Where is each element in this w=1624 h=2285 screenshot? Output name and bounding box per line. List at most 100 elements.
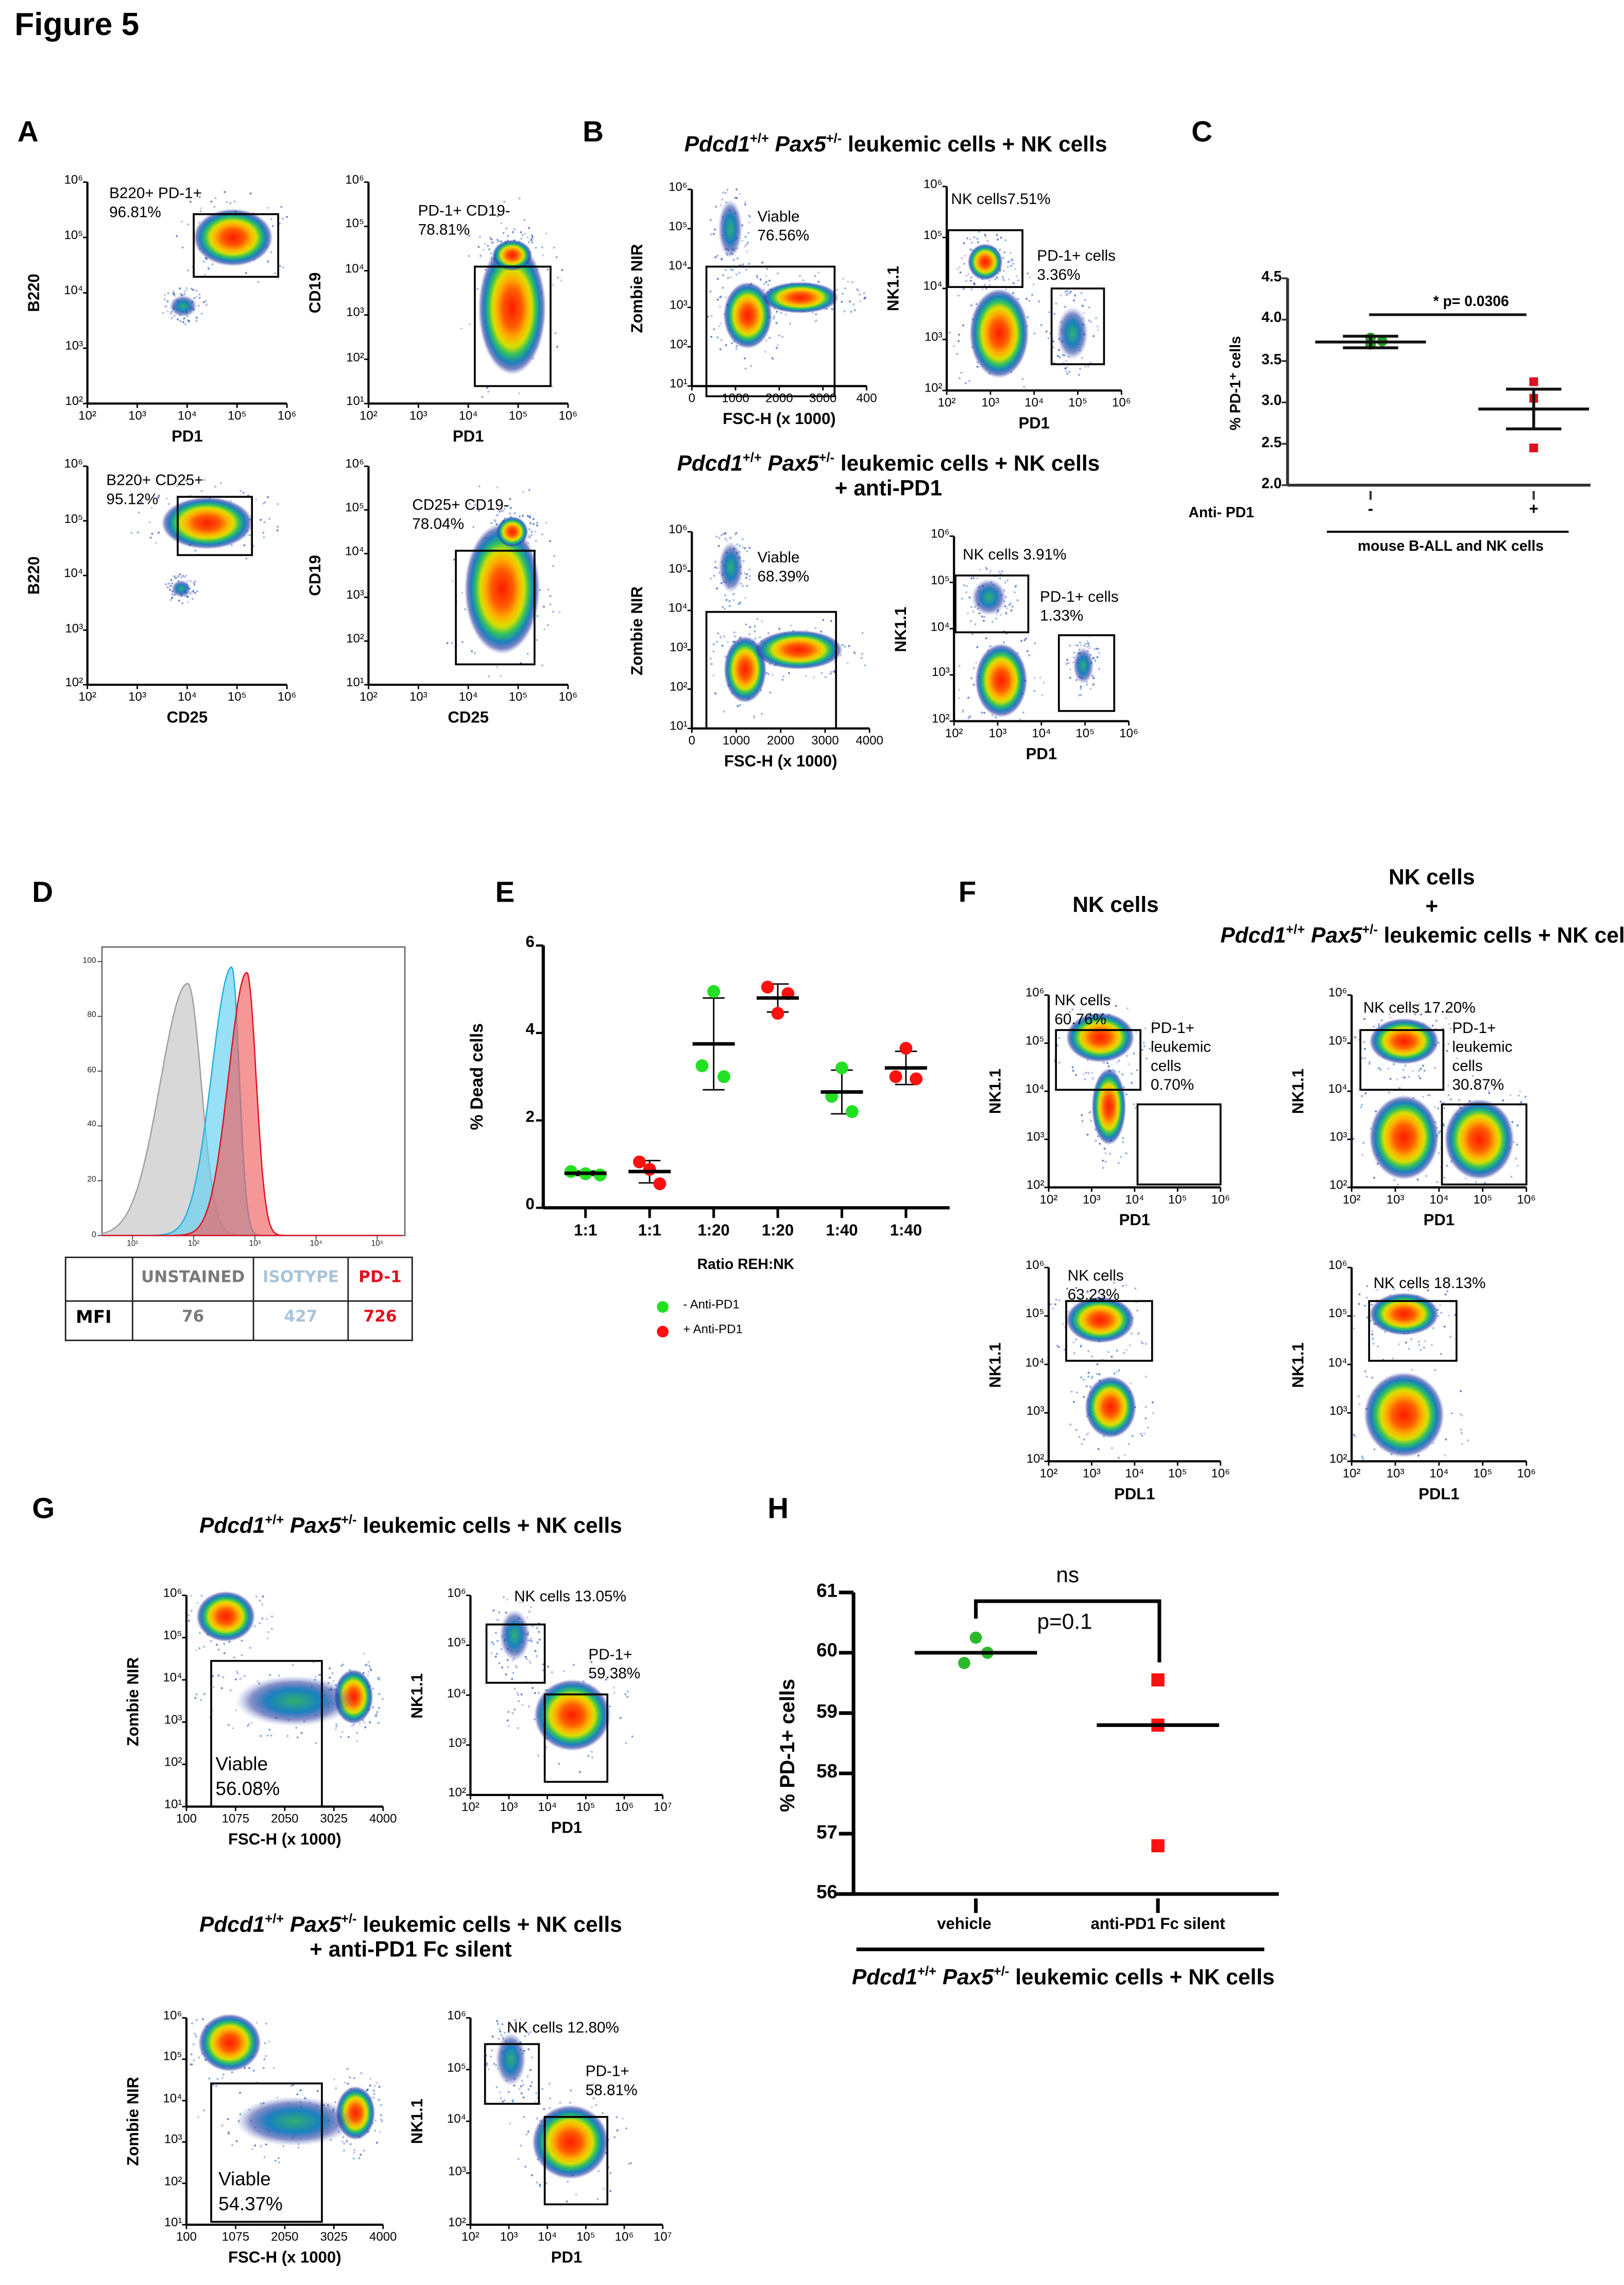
- event-dot: [1440, 1312, 1443, 1314]
- event-dot: [559, 2102, 561, 2104]
- event-dot: [968, 380, 971, 382]
- event-dot: [1016, 599, 1019, 602]
- event-dot: [266, 1637, 269, 1639]
- event-dot: [776, 347, 778, 349]
- event-dot: [1066, 658, 1069, 661]
- event-dot: [503, 2032, 506, 2034]
- event-dot: [278, 2161, 280, 2164]
- event-dot: [710, 663, 713, 665]
- event-dot: [332, 1680, 335, 1682]
- event-dot: [508, 2025, 511, 2027]
- x-tick-label: 10²: [937, 395, 956, 410]
- event-dot: [487, 245, 489, 247]
- event-dot: [1097, 329, 1100, 331]
- y-tick-label: 10²: [669, 336, 688, 351]
- event-dot: [587, 1755, 590, 1757]
- event-dot: [972, 282, 975, 285]
- event-dot: [1002, 279, 1005, 281]
- gate-label: cells: [1452, 1057, 1483, 1075]
- event-dot: [745, 623, 747, 625]
- event-dot: [1449, 1027, 1452, 1030]
- event-dot: [356, 1732, 358, 1734]
- event-dot: [514, 1687, 516, 1690]
- event-dot: [511, 230, 514, 233]
- event-dot: [266, 1618, 268, 1620]
- event-dot: [334, 2101, 336, 2103]
- event-dot: [270, 1628, 273, 1630]
- event-dot: [1121, 1073, 1124, 1076]
- event-dot: [506, 1719, 509, 1722]
- y-tick-label: 10²: [65, 674, 83, 689]
- y-tick-label: 10²: [1026, 1177, 1045, 1192]
- y-tick-label: 10⁵: [64, 511, 83, 526]
- event-dot: [181, 576, 183, 579]
- event-dot: [1447, 1085, 1449, 1087]
- event-dot: [529, 1662, 532, 1664]
- event-dot: [231, 2071, 233, 2074]
- event-dot: [226, 201, 228, 204]
- event-dot: [1147, 1426, 1150, 1429]
- event-dot: [744, 200, 747, 203]
- event-dot: [1125, 1348, 1128, 1351]
- event-dot: [231, 2144, 234, 2146]
- event-dot: [486, 386, 488, 389]
- data-point: [910, 1072, 923, 1086]
- event-dot: [1080, 685, 1082, 688]
- event-dot: [185, 287, 187, 290]
- event-dot: [723, 710, 725, 713]
- event-dot: [212, 1675, 214, 1678]
- y-tick-label: 56: [816, 1881, 837, 1903]
- event-dot: [1444, 1454, 1446, 1457]
- event-dot: [851, 281, 853, 284]
- density-population: [235, 1675, 354, 1727]
- event-dot: [860, 657, 863, 659]
- event-dot: [716, 336, 719, 338]
- event-dot: [157, 531, 160, 534]
- gate-label: NK cells7.51%: [951, 191, 1051, 209]
- event-dot: [709, 290, 712, 293]
- event-dot: [1377, 1345, 1379, 1348]
- event-dot: [1445, 1017, 1447, 1020]
- event-dot: [1362, 1142, 1365, 1144]
- x-tick-label: 10⁶: [1211, 1465, 1230, 1481]
- y-axis-label: CD19: [307, 272, 325, 314]
- gate: [474, 265, 552, 387]
- event-dot: [1144, 1343, 1147, 1345]
- x-tick-label: 10³: [1083, 1192, 1101, 1207]
- event-dot: [171, 593, 174, 596]
- event-dot: [194, 2033, 196, 2035]
- legend-marker: [657, 1326, 669, 1338]
- event-dot: [732, 593, 735, 596]
- event-dot: [243, 544, 246, 547]
- event-dot: [498, 2028, 501, 2030]
- event-dot: [714, 228, 716, 231]
- event-dot: [1000, 614, 1002, 616]
- event-dot: [253, 1625, 256, 1628]
- event-dot: [1066, 663, 1068, 665]
- event-dot: [1109, 998, 1112, 1001]
- event-dot: [529, 522, 532, 524]
- event-dot: [1117, 1162, 1120, 1164]
- x-tick-label: 10⁴: [1032, 725, 1051, 740]
- event-dot: [1015, 585, 1017, 587]
- event-dot: [360, 2072, 363, 2074]
- event-dot: [1353, 1433, 1355, 1436]
- event-dot: [1098, 668, 1101, 670]
- y-tick-label: 10⁶: [669, 521, 688, 536]
- event-dot: [168, 582, 170, 585]
- event-dot: [522, 2084, 524, 2086]
- event-dot: [1378, 1023, 1380, 1025]
- event-dot: [736, 274, 738, 276]
- x-tick-label: 10⁵: [508, 689, 528, 704]
- gate-label: 1.33%: [1040, 606, 1084, 624]
- event-dot: [318, 1674, 320, 1677]
- y-tick-label: 60: [816, 1639, 837, 1662]
- event-dot: [1088, 645, 1090, 647]
- event-dot: [971, 633, 974, 635]
- event-dot: [343, 2142, 346, 2145]
- event-dot: [343, 2149, 345, 2152]
- event-dot: [496, 239, 499, 241]
- event-dot: [1152, 1412, 1155, 1414]
- event-dot: [841, 644, 844, 646]
- event-dot: [1363, 1018, 1366, 1020]
